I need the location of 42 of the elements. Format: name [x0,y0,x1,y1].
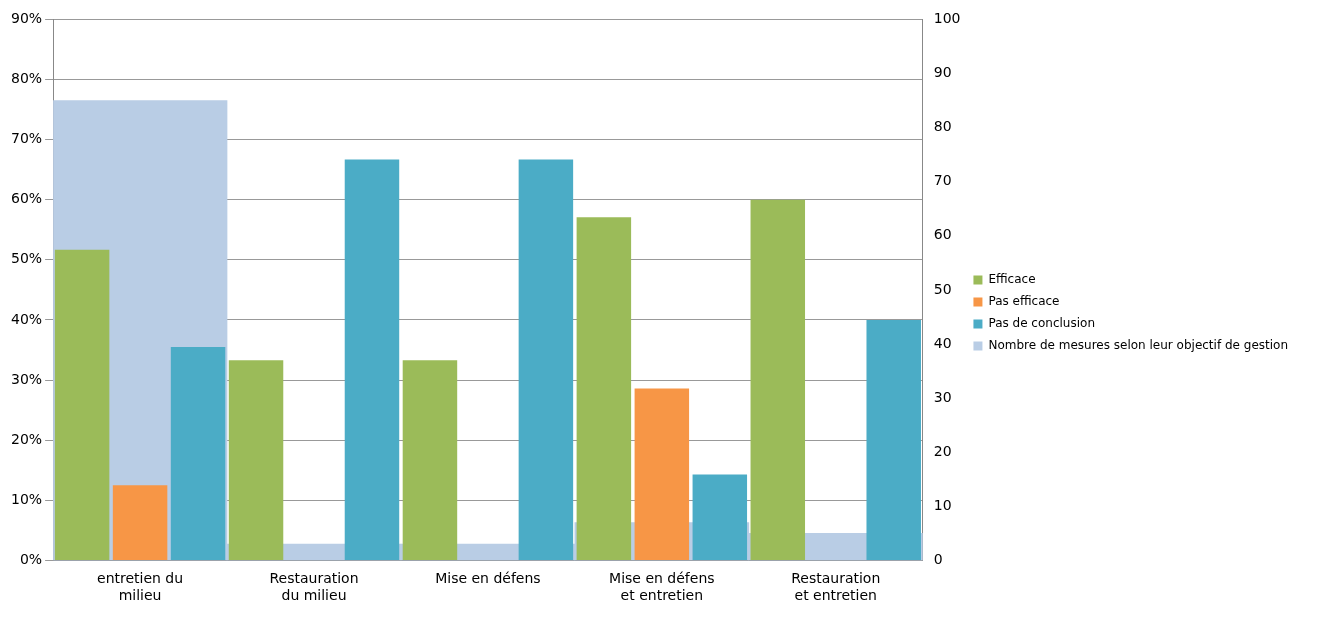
legend-label: Efficace [988,272,1036,287]
y2-tick-label: 0 [933,551,943,568]
y2-tick-label: 100 [933,10,961,27]
bar [112,485,168,560]
y-tick-label: 0% [19,551,43,568]
bar [170,347,226,560]
bar [402,360,458,560]
legend-label: Nombre de mesures selon leur objectif de gestion [988,338,1288,353]
legend-label: Pas de conclusion [988,316,1095,331]
x-tick-label: Restauration et entretien [791,570,881,604]
x-tick-label: Mise en défens et entretien [609,570,715,604]
y-tick-label: 20% [10,430,43,447]
y-tick-label: 80% [10,70,43,87]
y-tick-label: 90% [10,10,43,27]
y-tick-label: 70% [10,130,43,147]
bar [344,159,400,560]
y-tick-label: 50% [10,250,43,267]
y2-tick-label: 30 [933,388,952,405]
bar [54,249,110,560]
x-tick-label: Mise en défens [435,570,541,587]
bar [576,217,632,560]
y-tick-label: 40% [10,310,43,327]
bar [228,360,284,560]
x-tick-label: entretien du milieu [97,570,184,604]
legend-label: Pas efficace [988,294,1060,309]
y2-tick-label: 90 [933,64,952,81]
bar [866,319,921,560]
x-tick-label: Restauration du milieu [269,570,359,604]
y-tick-label: 10% [10,490,43,507]
y2-tick-label: 20 [933,442,952,459]
y2-tick-label: 80 [933,118,952,135]
y2-tick-label: 70 [933,172,952,189]
y2-tick-label: 50 [933,280,952,297]
y2-tick-label: 60 [933,226,952,243]
bar [634,388,690,560]
y-tick-label: 60% [10,190,43,207]
y2-tick-label: 40 [933,334,952,351]
y-tick-label: 30% [10,370,43,387]
bar [692,474,748,560]
bar [518,159,574,560]
y2-tick-label: 10 [933,496,952,513]
bar [750,199,806,560]
